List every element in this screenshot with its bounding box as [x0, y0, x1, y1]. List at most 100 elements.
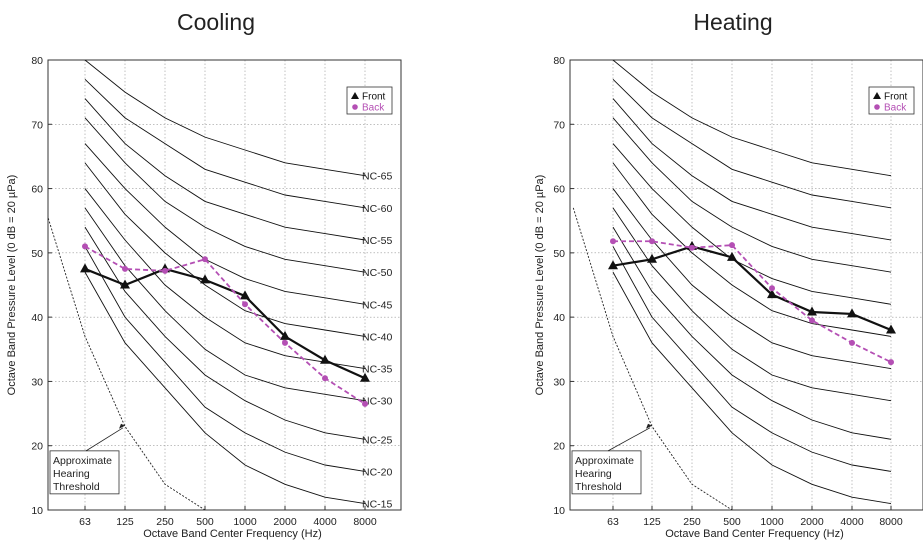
threshold-annotation-text: Threshold: [53, 481, 100, 493]
x-tick-label: 125: [116, 516, 134, 528]
data-point-front: [608, 260, 618, 270]
data-point-back: [282, 339, 288, 346]
nc-curve: [612, 188, 892, 370]
nc-curve: [84, 226, 366, 440]
threshold-annotation-text: Threshold: [575, 481, 622, 493]
threshold-annotation-box: [571, 450, 642, 495]
x-tick-label: 250: [156, 516, 174, 528]
x-tick-label: 500: [723, 516, 741, 528]
nc-curve: [84, 117, 366, 273]
x-tick-label: 2000: [800, 516, 824, 528]
legend-marker-triangle: [351, 92, 359, 99]
x-tick-label: 4000: [313, 516, 337, 528]
threshold-annotation-arrowhead: [646, 423, 652, 429]
data-point-front: [200, 274, 210, 284]
data-point-front: [360, 372, 370, 382]
nc-curve: [84, 98, 366, 241]
y-tick-label: 30: [553, 376, 565, 388]
data-point-back: [809, 317, 815, 324]
nc-curve-label: NC-60: [362, 203, 393, 215]
legend-entry-label: Front: [884, 92, 908, 103]
nc-curve-label: NC-30: [362, 396, 393, 408]
data-point-back: [322, 375, 328, 382]
nc-curve: [612, 271, 892, 505]
x-axis-label: Octave Band Center Frequency (Hz): [665, 528, 844, 540]
nc-curve-label: NC-50: [362, 267, 393, 279]
y-tick-label: 60: [553, 184, 565, 196]
data-point-front: [807, 306, 817, 316]
legend-marker-circle: [352, 104, 358, 110]
data-point-back: [769, 285, 775, 292]
threshold-annotation-text: Hearing: [53, 468, 90, 480]
chart-title: Heating: [693, 9, 772, 35]
data-point-back: [729, 242, 735, 249]
nc-curve: [84, 188, 366, 370]
data-point-back: [849, 339, 855, 346]
data-point-back: [242, 301, 248, 308]
nc-curve: [612, 226, 892, 440]
y-tick-label: 50: [553, 248, 565, 260]
nc-curve: [84, 78, 366, 209]
nc-curve: [84, 246, 366, 472]
grid: [570, 60, 923, 510]
nc-curve: [84, 271, 366, 505]
nc-curve-label: NC-35: [362, 364, 393, 376]
y-tick-label: 50: [31, 248, 43, 260]
heating-chart: Heating 10 20 30 40 50 60 70 80 63 125 250 500 1000 20…: [534, 9, 923, 540]
data-point-back: [122, 265, 128, 272]
plot-area: [572, 60, 892, 510]
data-point-front: [120, 279, 130, 289]
data-point-front: [886, 324, 896, 334]
data-point-back: [610, 238, 616, 245]
plot-area: [48, 60, 366, 510]
data-point-front: [320, 354, 330, 364]
grid: [48, 60, 401, 510]
nc-curve-label: NC-55: [362, 235, 393, 247]
nc-curve: [84, 162, 366, 337]
nc-curve: [84, 60, 366, 177]
legend-marker-triangle: [873, 92, 881, 99]
x-tick-label: 1000: [760, 516, 784, 528]
threshold-annotation-text: Approximate: [575, 455, 634, 467]
nc-curve-label: NC-65: [362, 171, 393, 183]
plot-frame: [569, 59, 923, 511]
x-tick-label: 2000: [273, 516, 297, 528]
nc-curve: [612, 117, 892, 273]
data-point-front: [80, 263, 90, 273]
x-tick-label: 250: [683, 516, 701, 528]
series-line-back: [84, 245, 366, 405]
chart-title: Cooling: [177, 9, 255, 35]
x-tick-label: 8000: [353, 516, 377, 528]
y-axis-label: Octave Band Pressure Level (0 dB = 20 µP…: [534, 175, 546, 396]
data-point-back: [888, 359, 894, 366]
threshold-annotation-text: Approximate: [53, 455, 112, 467]
data-point-back: [649, 238, 655, 245]
y-tick-label: 20: [553, 441, 565, 453]
nc-curve-label: NC-45: [362, 299, 393, 311]
data-point-back: [202, 256, 208, 263]
nc-curve: [612, 98, 892, 241]
data-point-front: [847, 308, 857, 318]
nc-curve: [84, 143, 366, 305]
nc-curve: [612, 162, 892, 337]
nc-curve-label: NC-25: [362, 434, 393, 446]
nc-curve: [612, 207, 892, 402]
legend-entry-label: Back: [884, 103, 907, 114]
data-point-front: [767, 289, 777, 299]
nc-curve-label: NC-15: [362, 499, 393, 511]
y-tick-label: 30: [31, 376, 43, 388]
y-tick-label: 40: [31, 312, 43, 324]
y-tick-label: 10: [553, 505, 565, 517]
nc-curve: [84, 207, 366, 402]
threshold-annotation-arrow: [85, 427, 124, 452]
y-tick-label: 40: [553, 312, 565, 324]
nc-curve-label: NC-20: [362, 466, 393, 478]
y-tick-label: 80: [553, 55, 565, 67]
nc-curve: [612, 78, 892, 209]
y-tick-label: 70: [31, 119, 43, 131]
legend-entry-label: Front: [362, 92, 386, 103]
x-tick-label: 63: [79, 516, 91, 528]
series-line-front: [612, 245, 892, 332]
